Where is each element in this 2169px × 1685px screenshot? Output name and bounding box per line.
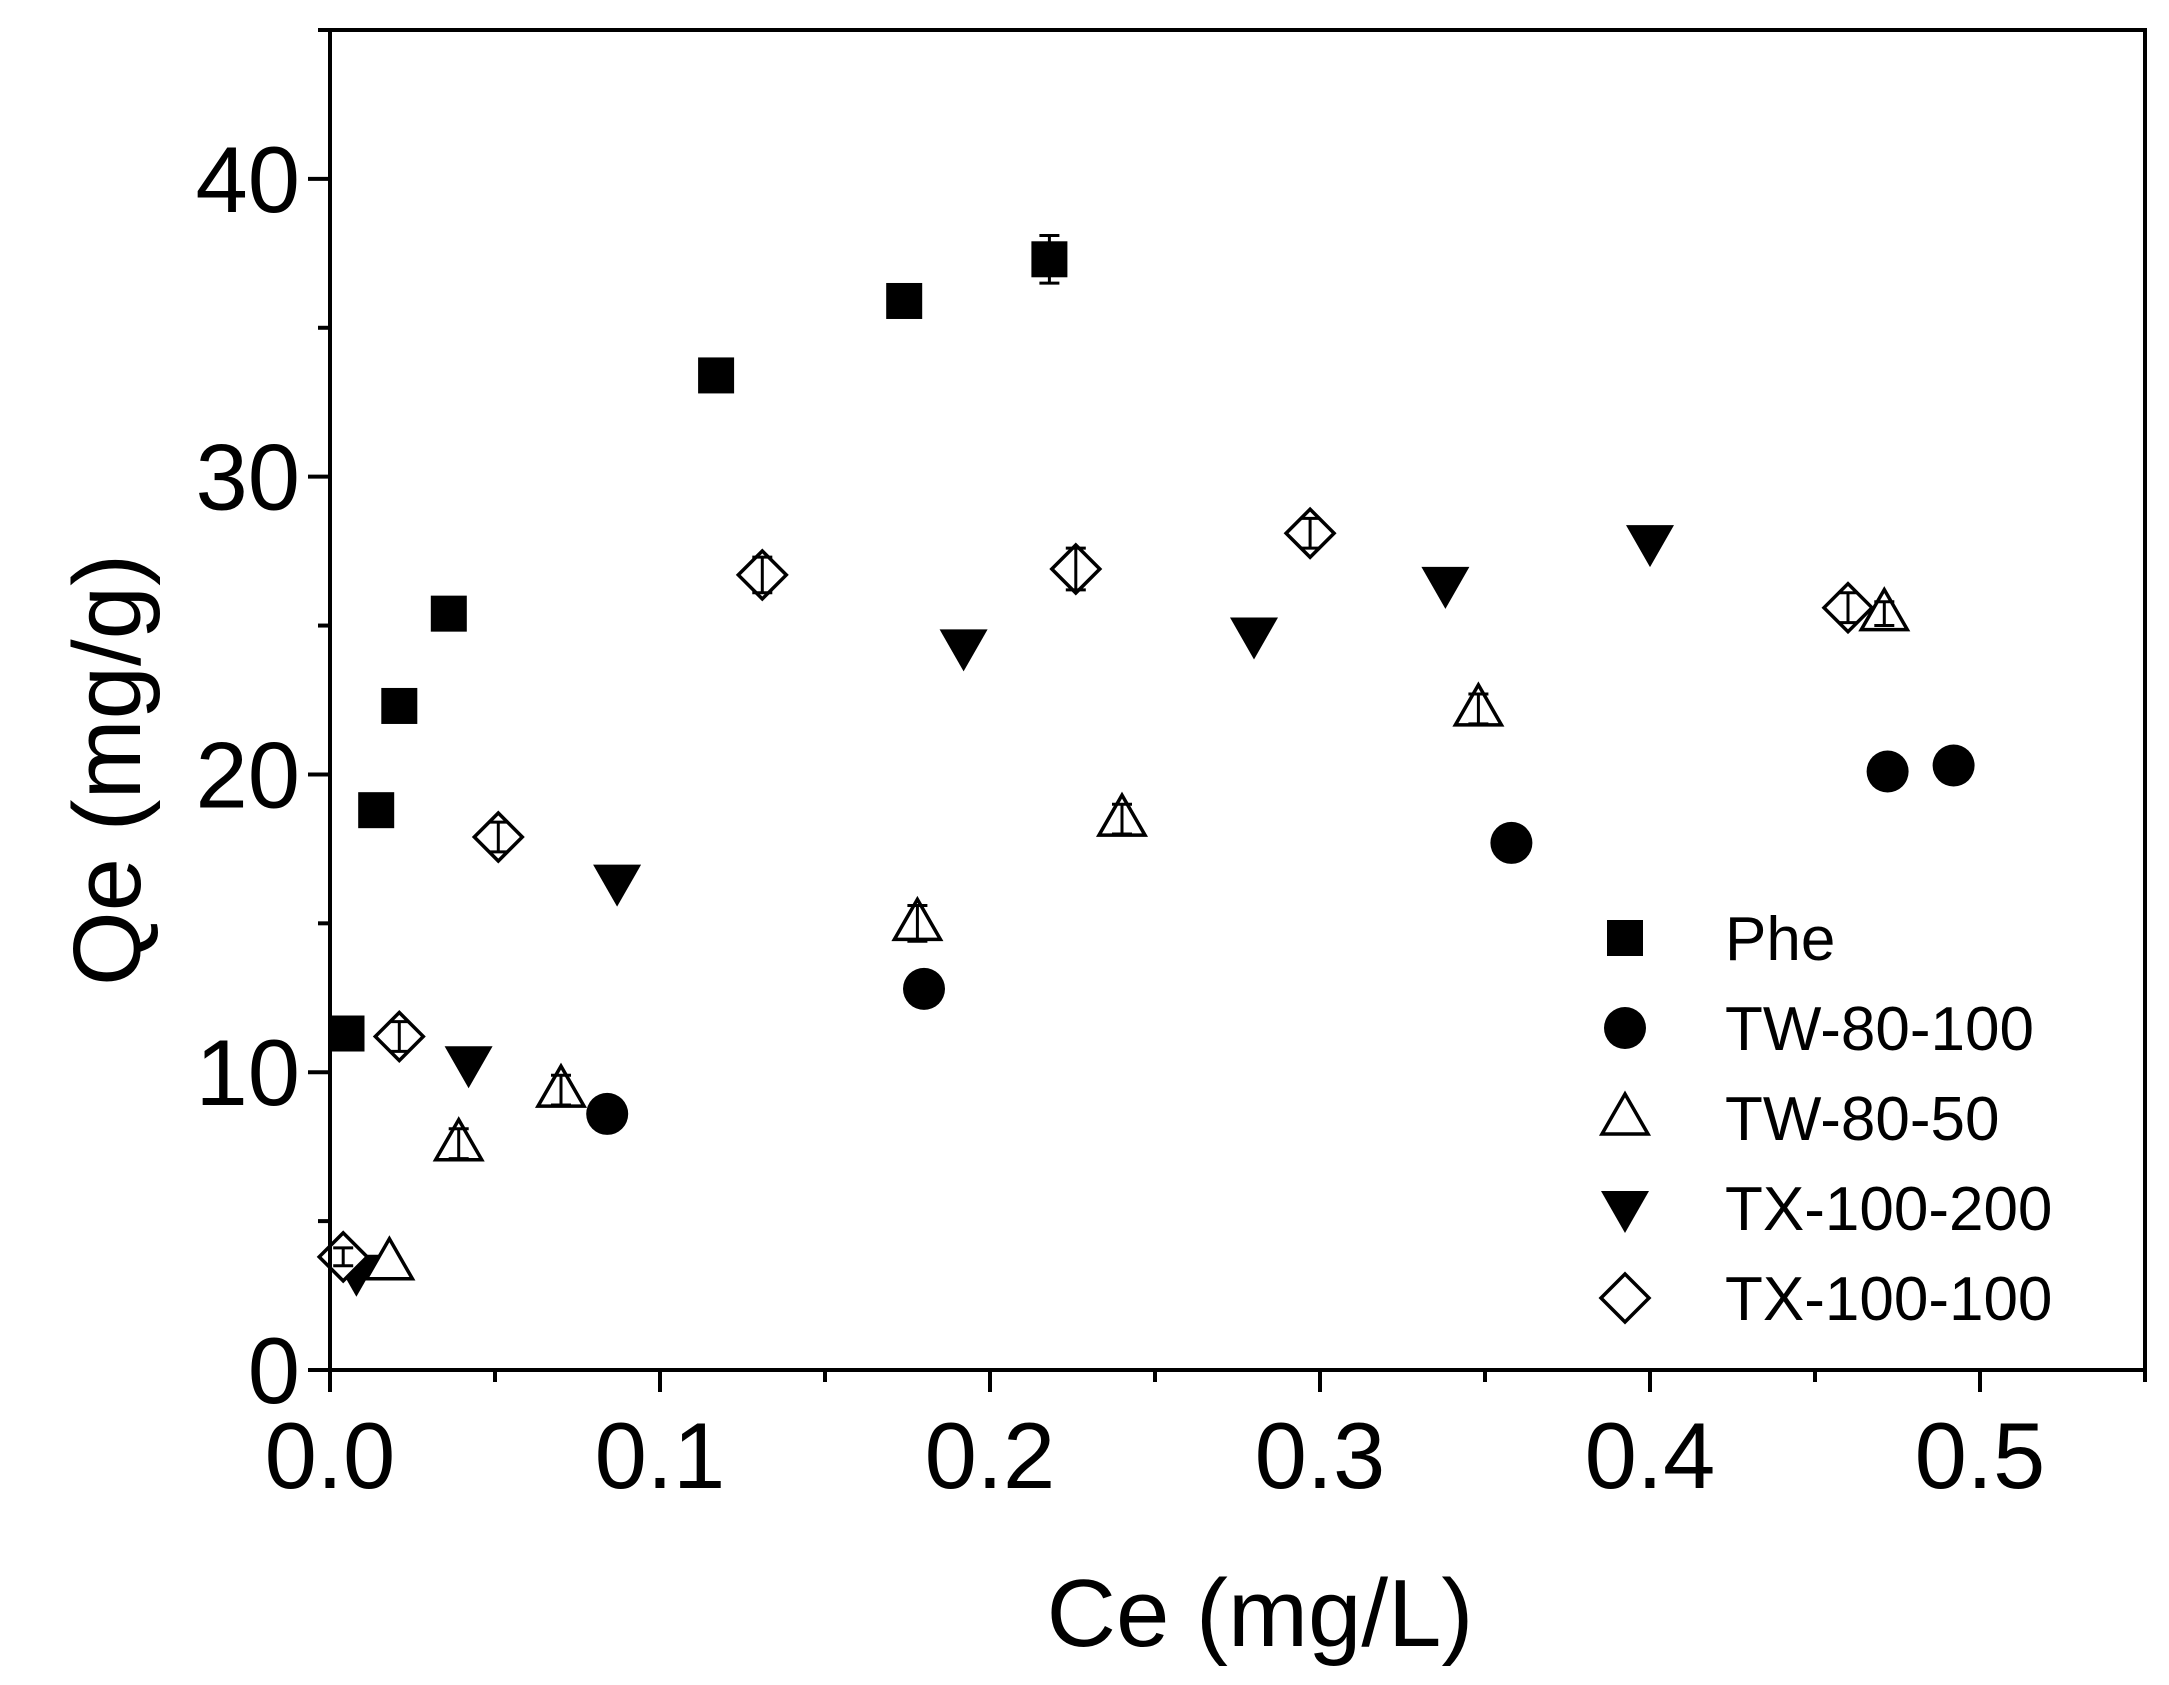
axes: 0.0 0.1 0.2 0.3 0.4 0.5 0 10 20 30 40	[195, 28, 2147, 1508]
series-tw-80-100	[586, 744, 1975, 1135]
data-point	[1626, 525, 1674, 568]
y-axis-title: Qe (mg/g)	[54, 554, 161, 986]
triangle-down-marker	[1421, 566, 1470, 609]
legend-item: TW-80-100	[1604, 995, 2034, 1064]
legend-marker	[1598, 1090, 1652, 1136]
series-tx-100-100	[316, 506, 1875, 1284]
legend-item: TX-100-200	[1601, 1175, 2052, 1244]
legend-label: Phe	[1725, 905, 1835, 974]
circle-marker	[1604, 1007, 1646, 1049]
data-point	[328, 1015, 365, 1052]
x-tick-label: 0.4	[1585, 1403, 1716, 1508]
data-point	[430, 595, 467, 632]
data-point	[1866, 750, 1909, 793]
y-tick-label: 10	[195, 1020, 300, 1125]
square-marker	[381, 687, 418, 724]
legend-item: TW-80-50	[1598, 1085, 2000, 1154]
square-marker	[698, 357, 735, 394]
triangle-down-marker	[593, 864, 642, 907]
circle-marker	[903, 967, 945, 1010]
diamond-marker	[1598, 1271, 1652, 1325]
legend-marker	[1598, 1271, 1652, 1325]
square-marker	[328, 1015, 365, 1052]
data-point	[444, 1046, 493, 1089]
square-marker	[430, 595, 467, 632]
x-tick-label: 0.5	[1915, 1403, 2046, 1508]
circle-marker	[1866, 750, 1909, 793]
legend-label: TW-80-50	[1725, 1085, 2000, 1154]
legend-item: TX-100-100	[1598, 1265, 2052, 1334]
data-point	[593, 864, 642, 907]
circle-marker	[586, 1092, 629, 1135]
plot-area	[316, 233, 1975, 1297]
data-point	[698, 357, 735, 394]
data-point	[1230, 617, 1278, 660]
x-tick-label: 0.0	[265, 1403, 396, 1508]
legend-label: TX-100-200	[1725, 1175, 2052, 1244]
data-point	[586, 1092, 629, 1135]
legend-label: TX-100-100	[1725, 1265, 2052, 1334]
data-point	[358, 792, 395, 829]
data-point	[1490, 821, 1533, 864]
triangle-up-marker	[1598, 1090, 1652, 1136]
legend: Phe TW-80-100 TW-80-50 TX-100-200 TX-100-100	[1598, 905, 2052, 1334]
x-tick-label: 0.3	[1255, 1403, 1386, 1508]
y-tick-label: 0	[248, 1318, 300, 1423]
triangle-down-marker	[939, 629, 988, 672]
legend-marker	[1604, 1007, 1646, 1049]
y-tick-label: 20	[195, 722, 300, 827]
legend-marker	[1601, 1191, 1649, 1233]
legend-marker	[1607, 920, 1643, 956]
y-tick-label: 40	[195, 127, 300, 232]
square-marker	[358, 792, 395, 829]
data-point	[886, 282, 923, 319]
x-tick-label: 0.1	[595, 1403, 726, 1508]
y-tick-label: 30	[195, 425, 300, 530]
plot-frame	[328, 28, 2147, 1372]
triangle-down-marker	[444, 1046, 493, 1089]
x-axis-title: Ce (mg/L)	[1047, 1560, 1474, 1667]
legend-item: Phe	[1607, 905, 1835, 974]
data-point	[1421, 566, 1470, 609]
series-tw-80-50	[363, 586, 1911, 1281]
data-point	[1932, 744, 1975, 787]
triangle-down-marker	[1626, 525, 1674, 568]
data-point	[903, 967, 945, 1010]
series-phe	[328, 233, 1068, 1052]
triangle-down-marker	[1601, 1191, 1649, 1233]
square-marker	[1607, 920, 1643, 956]
square-marker	[886, 282, 923, 319]
data-point	[939, 629, 988, 672]
circle-marker	[1490, 821, 1533, 864]
data-point	[381, 687, 418, 724]
circle-marker	[1932, 744, 1975, 787]
series-tx-100-200	[332, 525, 1674, 1297]
triangle-down-marker	[1230, 617, 1278, 660]
legend-label: TW-80-100	[1725, 995, 2034, 1064]
x-tick-label: 0.2	[925, 1403, 1056, 1508]
